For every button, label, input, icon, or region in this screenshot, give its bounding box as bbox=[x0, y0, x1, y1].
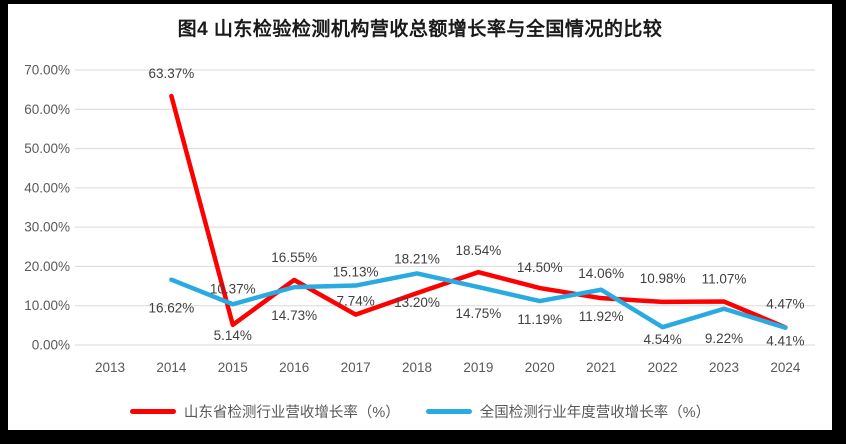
legend-item-shandong: 山东省检测行业营收增长率（%） bbox=[129, 401, 400, 422]
svg-text:2024: 2024 bbox=[770, 360, 801, 375]
svg-text:10.98%: 10.98% bbox=[640, 271, 686, 286]
legend-swatch-red-line bbox=[129, 409, 176, 414]
svg-text:40.00%: 40.00% bbox=[24, 180, 70, 195]
svg-text:11.19%: 11.19% bbox=[517, 312, 562, 327]
legend-swatch-blue-line bbox=[425, 409, 472, 414]
line-chart: 0.00% 10.00% 20.00% 30.00% 40.00% 50.00% 60.00… bbox=[24, 63, 815, 375]
svg-text:7.74%: 7.74% bbox=[336, 294, 374, 309]
svg-text:4.47%: 4.47% bbox=[766, 296, 804, 311]
svg-text:10.37%: 10.37% bbox=[210, 281, 256, 296]
svg-text:11.07%: 11.07% bbox=[702, 272, 747, 287]
svg-text:50.00%: 50.00% bbox=[24, 141, 70, 156]
svg-text:4.54%: 4.54% bbox=[643, 332, 681, 347]
svg-text:9.22%: 9.22% bbox=[705, 331, 743, 346]
svg-text:2016: 2016 bbox=[279, 360, 309, 375]
svg-text:2023: 2023 bbox=[709, 360, 739, 375]
svg-text:16.62%: 16.62% bbox=[149, 301, 195, 316]
svg-text:4.41%: 4.41% bbox=[766, 334, 804, 349]
svg-text:30.00%: 30.00% bbox=[24, 220, 70, 235]
svg-text:14.73%: 14.73% bbox=[271, 308, 317, 323]
svg-text:70.00%: 70.00% bbox=[24, 63, 70, 78]
legend-label-national: 全国检测行业年度营收增长率（%） bbox=[479, 405, 711, 421]
svg-text:11.92%: 11.92% bbox=[579, 309, 624, 324]
svg-text:14.75%: 14.75% bbox=[456, 306, 502, 321]
svg-text:5.14%: 5.14% bbox=[214, 328, 252, 343]
svg-text:2022: 2022 bbox=[648, 360, 678, 375]
svg-text:2018: 2018 bbox=[402, 360, 432, 375]
svg-text:18.21%: 18.21% bbox=[394, 251, 440, 266]
svg-text:2019: 2019 bbox=[463, 360, 493, 375]
svg-text:2020: 2020 bbox=[525, 360, 555, 375]
svg-text:16.55%: 16.55% bbox=[271, 250, 317, 265]
svg-text:14.50%: 14.50% bbox=[517, 260, 563, 275]
svg-text:60.00%: 60.00% bbox=[24, 102, 70, 117]
svg-text:10.00%: 10.00% bbox=[24, 298, 70, 313]
legend-item-national: 全国检测行业年度营收增长率（%） bbox=[425, 401, 711, 422]
svg-text:13.20%: 13.20% bbox=[394, 295, 440, 310]
svg-text:15.13%: 15.13% bbox=[333, 265, 379, 280]
svg-text:63.37%: 63.37% bbox=[149, 66, 195, 81]
svg-text:2015: 2015 bbox=[218, 360, 248, 375]
svg-text:14.06%: 14.06% bbox=[578, 266, 624, 281]
svg-text:2013: 2013 bbox=[95, 360, 125, 375]
svg-text:18.54%: 18.54% bbox=[456, 243, 502, 258]
legend-label-shandong: 山东省检测行业营收增长率（%） bbox=[183, 405, 400, 421]
svg-text:20.00%: 20.00% bbox=[24, 259, 70, 274]
chart-legend: 山东省检测行业营收增长率（%） 全国检测行业年度营收增长率（%） bbox=[8, 401, 832, 422]
chart-panel: 图4 山东检验检测机构营收总额增长率与全国情况的比较 0.00% 10.00% 20… bbox=[8, 4, 832, 430]
svg-text:2014: 2014 bbox=[156, 360, 187, 375]
svg-text:2021: 2021 bbox=[586, 360, 616, 375]
svg-text:2017: 2017 bbox=[341, 360, 371, 375]
chart-title: 图4 山东检验检测机构营收总额增长率与全国情况的比较 bbox=[177, 19, 663, 40]
svg-text:0.00%: 0.00% bbox=[32, 338, 70, 353]
